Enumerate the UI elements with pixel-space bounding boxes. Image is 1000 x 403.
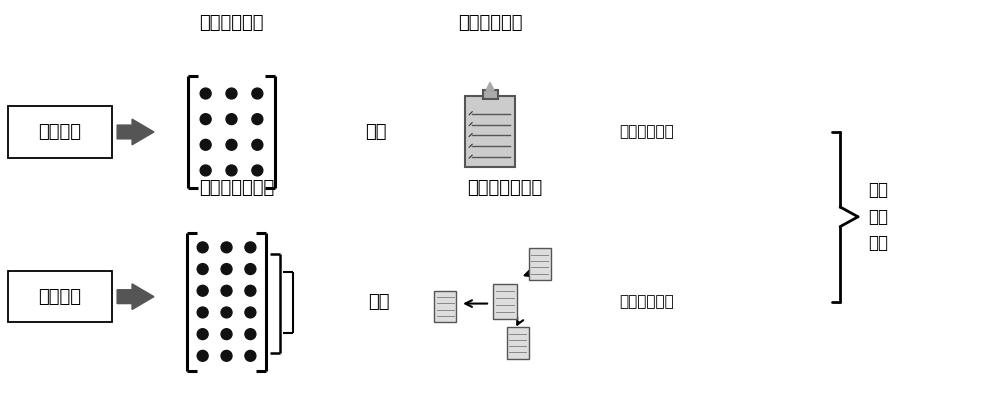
- Text: 比对: 比对: [368, 293, 389, 311]
- Circle shape: [200, 165, 211, 176]
- Polygon shape: [117, 119, 154, 145]
- Text: 软件运行判断: 软件运行判断: [619, 294, 674, 309]
- Circle shape: [197, 307, 208, 318]
- Circle shape: [221, 242, 232, 253]
- Circle shape: [245, 285, 256, 296]
- Circle shape: [221, 307, 232, 318]
- FancyBboxPatch shape: [493, 285, 517, 319]
- Text: 寄存器转换模板: 寄存器转换模板: [467, 179, 543, 197]
- Circle shape: [197, 242, 208, 253]
- Circle shape: [197, 285, 208, 296]
- Circle shape: [252, 165, 263, 176]
- Circle shape: [226, 139, 237, 150]
- FancyBboxPatch shape: [434, 291, 456, 322]
- Circle shape: [226, 114, 237, 125]
- Circle shape: [252, 139, 263, 150]
- Circle shape: [245, 351, 256, 361]
- Circle shape: [245, 329, 256, 340]
- Text: 连线矩阵: 连线矩阵: [38, 123, 81, 141]
- FancyBboxPatch shape: [8, 106, 112, 158]
- Circle shape: [221, 351, 232, 361]
- FancyBboxPatch shape: [507, 327, 529, 359]
- Circle shape: [252, 88, 263, 99]
- Circle shape: [197, 329, 208, 340]
- Circle shape: [226, 88, 237, 99]
- Text: 给出
评价
结果: 给出 评价 结果: [868, 181, 888, 252]
- Circle shape: [200, 139, 211, 150]
- Text: 硬件连接判断: 硬件连接判断: [619, 125, 674, 139]
- Polygon shape: [486, 82, 494, 90]
- FancyBboxPatch shape: [465, 96, 515, 168]
- Circle shape: [197, 351, 208, 361]
- Circle shape: [197, 264, 208, 274]
- FancyBboxPatch shape: [8, 271, 112, 322]
- Circle shape: [245, 242, 256, 253]
- FancyBboxPatch shape: [483, 90, 498, 99]
- Circle shape: [245, 307, 256, 318]
- Circle shape: [221, 285, 232, 296]
- FancyBboxPatch shape: [529, 248, 551, 280]
- Text: 硬件连线矩阵: 硬件连线矩阵: [199, 15, 264, 33]
- Circle shape: [252, 114, 263, 125]
- Text: 实时采集: 实时采集: [38, 288, 81, 305]
- Circle shape: [200, 88, 211, 99]
- Circle shape: [221, 264, 232, 274]
- Text: 寄存器矩阵序列: 寄存器矩阵序列: [199, 179, 274, 197]
- Circle shape: [226, 165, 237, 176]
- Text: 比对: 比对: [365, 123, 386, 141]
- Circle shape: [221, 329, 232, 340]
- Polygon shape: [117, 284, 154, 310]
- Text: 硬件连线模板: 硬件连线模板: [458, 15, 522, 33]
- Circle shape: [200, 114, 211, 125]
- Circle shape: [245, 264, 256, 274]
